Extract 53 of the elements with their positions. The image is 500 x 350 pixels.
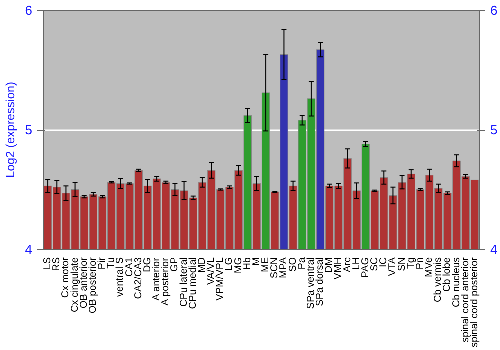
x-tick-label: LS xyxy=(42,257,54,270)
x-tick-label: RS xyxy=(52,257,63,272)
y-tick-label: 5 xyxy=(25,122,33,138)
y-axis-title: Log2 (expression) xyxy=(3,82,18,178)
x-tick-label: SN xyxy=(396,257,408,272)
x-tick-label: Pa xyxy=(296,257,308,270)
x-tick-label: MVe xyxy=(424,257,436,278)
x-tick-label: Cx motor xyxy=(60,256,72,298)
x-tick-label: spinal cord anterior xyxy=(460,256,472,343)
x-tick-label: ventral S xyxy=(115,257,126,297)
x-tick-label: OB anterior xyxy=(78,256,90,309)
x-tick-label: CPu medial xyxy=(188,257,199,310)
x-tick-label: GP xyxy=(170,257,181,272)
x-tick-label: Pir xyxy=(97,256,108,270)
x-tick-label: PAG xyxy=(360,257,372,278)
y2-tick-label: 5 xyxy=(490,122,498,138)
x-tick-label: SCN xyxy=(270,257,281,279)
y-tick-label: 6 xyxy=(25,3,33,18)
x-tick-label: Cb nucleus xyxy=(451,258,462,308)
x-tick-label: Cx cingulate xyxy=(70,257,81,313)
y-tick-label: 4 xyxy=(25,242,33,257)
x-tick-label: Pn xyxy=(414,257,426,270)
x-tick-label: ME xyxy=(260,257,272,272)
x-tick-label: A anterior xyxy=(152,257,163,301)
x-tick-label: Tg xyxy=(406,258,417,270)
y2-tick-label: 6 xyxy=(490,3,498,18)
x-tick-label: LG xyxy=(224,257,236,271)
x-tick-label: MG xyxy=(233,257,244,274)
x-tick-label: SPa dorsal xyxy=(315,257,326,306)
x-tick-label: spinal cord posterior xyxy=(469,256,480,348)
y2-tick-label: 4 xyxy=(490,242,498,257)
x-tick-label: VMH xyxy=(333,257,344,280)
x-tick-label: Cb lobe xyxy=(442,257,454,292)
x-tick-label: CA2/CA3 xyxy=(133,257,144,300)
x-tick-label: LH xyxy=(351,257,362,270)
x-tick-label: MD xyxy=(196,257,208,274)
x-tick-label: M xyxy=(251,257,262,266)
x-tick-label: SO xyxy=(288,257,299,272)
x-tick-label: DG xyxy=(142,257,154,272)
x-tick-label: Tu xyxy=(106,257,118,269)
x-tick-label: Arc xyxy=(342,258,354,272)
x-tick-label: OB posterior xyxy=(88,256,99,314)
x-tick-label: VPM/VPL xyxy=(215,257,226,301)
x-tick-label: MPA xyxy=(278,257,290,278)
x-tick-label: CPu lateral xyxy=(178,258,190,307)
x-tick-label: A posterior xyxy=(160,257,172,306)
x-tick-label: Hb xyxy=(242,257,254,270)
x-tick-label: CA1 xyxy=(124,257,136,277)
x-tick-label: SPa ventral xyxy=(306,257,317,310)
x-tick-label: SC xyxy=(370,257,381,272)
x-tick-label: DM xyxy=(324,257,336,274)
x-tick-label: IC xyxy=(378,258,390,268)
x-tick-label: VTA xyxy=(388,257,399,276)
